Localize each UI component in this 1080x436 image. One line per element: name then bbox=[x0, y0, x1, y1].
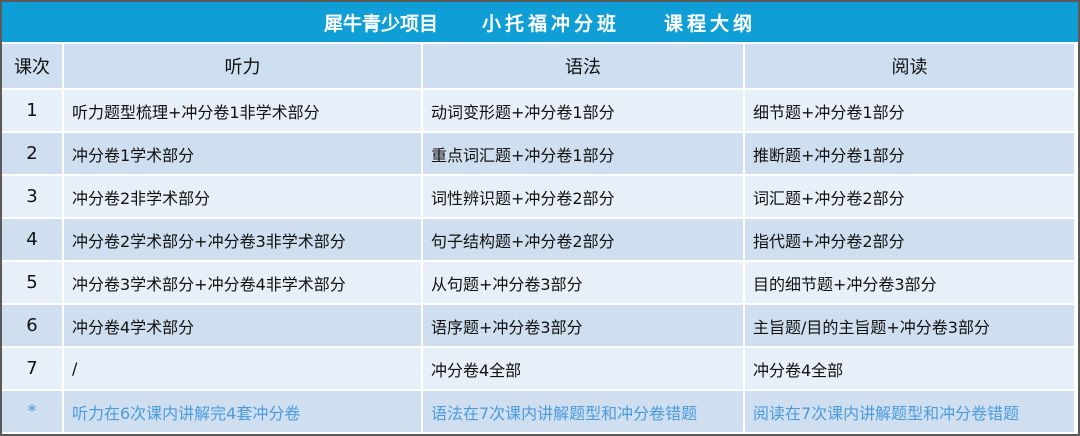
header-cell: 语法 bbox=[423, 44, 743, 90]
table-cell: 重点词汇题+冲分卷1部分 bbox=[423, 133, 743, 176]
table-cell: 冲分卷4全部 bbox=[745, 348, 1074, 391]
lesson-number: 1 bbox=[2, 90, 62, 133]
table-title: 犀牛青少项目 小托福冲分班 课程大纲 bbox=[2, 2, 1078, 42]
table-cell: 从句题+冲分卷3部分 bbox=[423, 262, 743, 305]
table-cell: 动词变形题+冲分卷1部分 bbox=[423, 90, 743, 133]
table-row: 5 冲分卷3学术部分+冲分卷4非学术部分 从句题+冲分卷3部分 目的细节题+冲分卷3部… bbox=[2, 262, 1074, 305]
lesson-number: 3 bbox=[2, 176, 62, 219]
table-cell: 推断题+冲分卷1部分 bbox=[745, 133, 1074, 176]
table-cell: 主旨题/目的主旨题+冲分卷3部分 bbox=[745, 305, 1074, 348]
table-cell: 词性辨识题+冲分卷2部分 bbox=[423, 176, 743, 219]
lesson-number: 6 bbox=[2, 305, 62, 348]
note-row: * 听力在6次课内讲解完4套冲分卷 语法在7次课内讲解题型和冲分卷错题 阅读在7次课内… bbox=[2, 391, 1074, 434]
table-cell: / bbox=[64, 348, 421, 391]
lesson-number: 2 bbox=[2, 133, 62, 176]
title-class: 小托福冲分班 bbox=[481, 12, 620, 35]
table-cell: 冲分卷2非学术部分 bbox=[64, 176, 421, 219]
lesson-number: 4 bbox=[2, 219, 62, 262]
lesson-number: 7 bbox=[2, 348, 62, 391]
table-cell: 细节题+冲分卷1部分 bbox=[745, 90, 1074, 133]
table-cell: 句子结构题+冲分卷2部分 bbox=[423, 219, 743, 262]
table-cell: 听力题型梳理+冲分卷1非学术部分 bbox=[64, 90, 421, 133]
title-outline: 课程大纲 bbox=[664, 12, 757, 35]
table-cell: 词汇题+冲分卷2部分 bbox=[745, 176, 1074, 219]
note-cell: 语法在7次课内讲解题型和冲分卷错题 bbox=[423, 391, 743, 434]
table-cell: 冲分卷4全部 bbox=[423, 348, 743, 391]
table-row: 7/冲分卷4全部 冲分卷4全部 bbox=[2, 348, 1074, 391]
note-cell: 听力在6次课内讲解完4套冲分卷 bbox=[64, 391, 421, 434]
table-cell: 目的细节题+冲分卷3部分 bbox=[745, 262, 1074, 305]
lesson-number: 5 bbox=[2, 262, 62, 305]
note-cell: 阅读在7次课内讲解题型和冲分卷错题 bbox=[745, 391, 1074, 434]
header-cell: 听力 bbox=[64, 44, 421, 90]
table-cell: 冲分卷1学术部分 bbox=[64, 133, 421, 176]
table-row: 2 冲分卷1学术部分 重点词汇题+冲分卷1部分 推断题+冲分卷1部分 bbox=[2, 133, 1074, 176]
header-cell: 课次 bbox=[2, 44, 62, 90]
table-cell: 冲分卷3学术部分+冲分卷4非学术部分 bbox=[64, 262, 421, 305]
table-row: 1 听力题型梳理+冲分卷1非学术部分 动词变形题+冲分卷1部分 细节题+冲分卷1部分 bbox=[2, 90, 1074, 133]
table-row: 6 冲分卷4学术部分 语序题+冲分卷3部分 主旨题/目的主旨题+冲分卷3部分 bbox=[2, 305, 1074, 348]
header-cell: 阅读 bbox=[745, 44, 1074, 90]
note-cell: * bbox=[2, 391, 62, 434]
table-cell: 冲分卷2学术部分+冲分卷3非学术部分 bbox=[64, 219, 421, 262]
table-row: 4 冲分卷2学术部分+冲分卷3非学术部分 句子结构题+冲分卷2部分 指代题+冲分卷2部… bbox=[2, 219, 1074, 262]
table-row: 3 冲分卷2非学术部分 词性辨识题+冲分卷2部分 词汇题+冲分卷2部分 bbox=[2, 176, 1074, 219]
header-row: 课次 听力 语法 阅读 bbox=[2, 44, 1074, 90]
table-cell: 冲分卷4学术部分 bbox=[64, 305, 421, 348]
title-project: 犀牛青少项目 bbox=[323, 12, 438, 35]
table-cell: 语序题+冲分卷3部分 bbox=[423, 305, 743, 348]
table-cell: 指代题+冲分卷2部分 bbox=[745, 219, 1074, 262]
